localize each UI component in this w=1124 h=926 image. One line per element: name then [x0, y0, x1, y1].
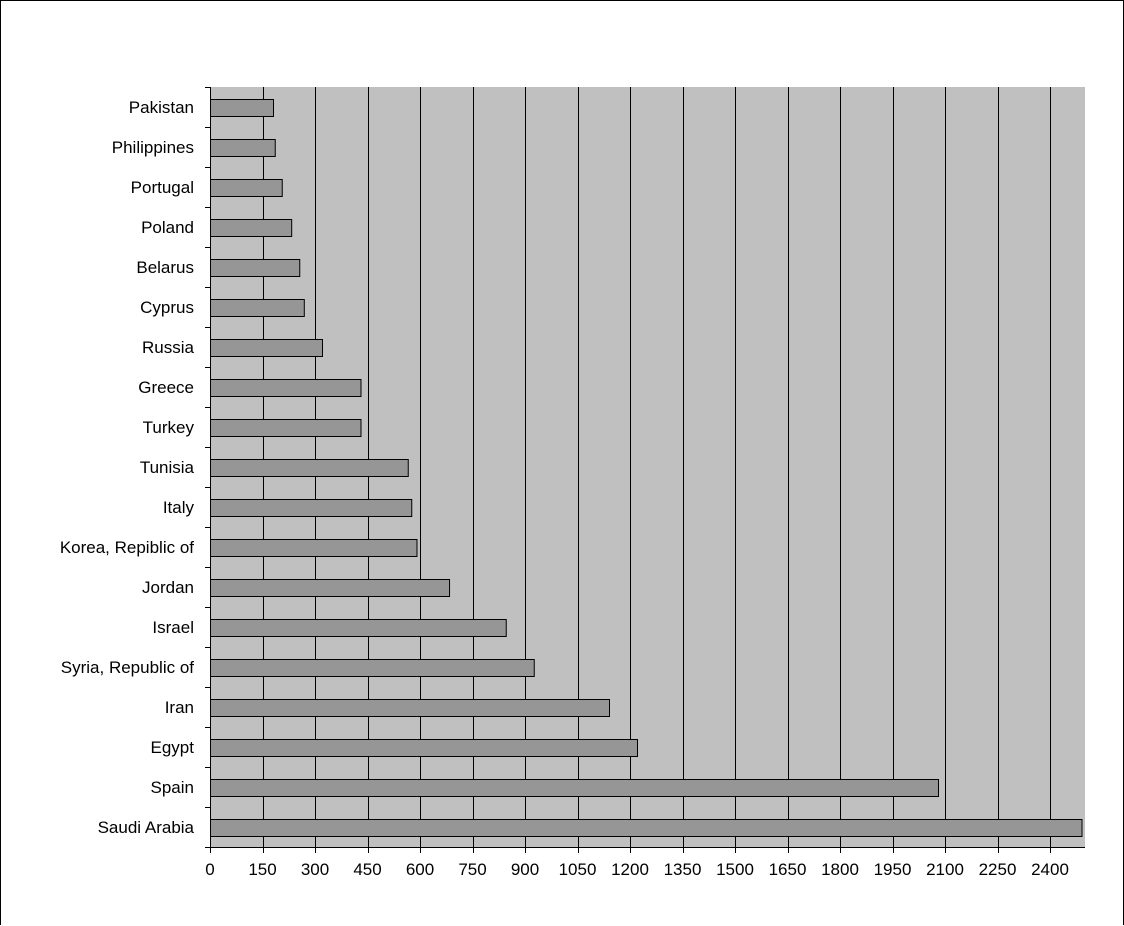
category-labels: Pakistan Philippines Portugal Poland Belarus… — [60, 98, 195, 837]
gridlines — [263, 87, 1051, 847]
bar-russia — [210, 339, 323, 357]
x-tick-label: 1200 — [611, 860, 649, 879]
bar-iran — [210, 699, 610, 717]
bar-korea-repiblic-of — [210, 539, 418, 557]
category-label: Pakistan — [129, 98, 194, 117]
category-label: Poland — [141, 218, 194, 237]
x-tick-label: 450 — [353, 860, 381, 879]
tick-labels: 0 150 300 450 600 750 900 1050 1200 1350 1500 1650 1… — [205, 860, 1069, 879]
x-tick-label: 1650 — [769, 860, 807, 879]
category-label: Korea, Repiblic of — [60, 538, 194, 557]
bar-turkey — [210, 419, 362, 437]
category-label: Iran — [165, 698, 194, 717]
bar-israel — [210, 619, 507, 637]
bar-philippines — [210, 139, 276, 157]
x-tick-label: 150 — [248, 860, 276, 879]
bar-greece — [210, 379, 362, 397]
category-label: Tunisia — [140, 458, 195, 477]
axes — [205, 87, 1085, 853]
category-label: Turkey — [143, 418, 195, 437]
x-tick-label: 600 — [406, 860, 434, 879]
bar-belarus — [210, 259, 301, 277]
x-tick-label: 1800 — [821, 860, 859, 879]
bar-portugal — [210, 179, 283, 197]
x-tick-label: 1050 — [559, 860, 597, 879]
x-tick-label: 1500 — [716, 860, 754, 879]
x-tick-label: 2400 — [1031, 860, 1069, 879]
bar-spain — [210, 779, 939, 797]
category-label: Belarus — [136, 258, 194, 277]
category-label: Russia — [142, 338, 195, 357]
category-label: Portugal — [131, 178, 194, 197]
category-label: Egypt — [151, 738, 195, 757]
bar-egypt — [210, 739, 638, 757]
bar-italy — [210, 499, 413, 517]
x-tick-label: 2100 — [926, 860, 964, 879]
bar-poland — [210, 219, 293, 237]
bar-syria-republic-of — [210, 659, 535, 677]
category-label: Syria, Republic of — [61, 658, 195, 677]
category-label: Spain — [151, 778, 194, 797]
bar-saudi-arabia — [210, 819, 1083, 837]
x-tick-label: 0 — [205, 860, 214, 879]
x-tick-label: 1350 — [664, 860, 702, 879]
bar-tunisia — [210, 459, 409, 477]
category-label: Jordan — [142, 578, 194, 597]
x-tick-label: 900 — [511, 860, 539, 879]
category-label: Greece — [138, 378, 194, 397]
x-tick-label: 750 — [458, 860, 486, 879]
x-tick-label: 2250 — [979, 860, 1017, 879]
category-label: Cyprus — [140, 298, 194, 317]
bar-jordan — [210, 579, 451, 597]
bars — [210, 99, 1083, 837]
category-label: Israel — [152, 618, 194, 637]
category-label: Saudi Arabia — [98, 818, 195, 837]
bar-pakistan — [210, 99, 274, 117]
x-tick-label: 300 — [301, 860, 329, 879]
category-label: Philippines — [112, 138, 194, 157]
category-label: Italy — [163, 498, 195, 517]
x-tick-label: 1950 — [874, 860, 912, 879]
bar-cyprus — [210, 299, 305, 317]
